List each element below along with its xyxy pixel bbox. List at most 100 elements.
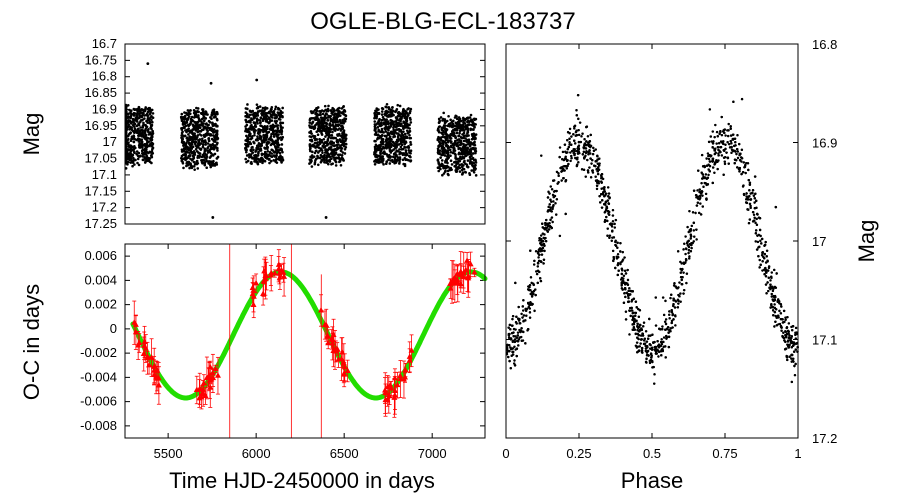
light-curve-point	[387, 128, 390, 132]
light-curve-point	[391, 120, 394, 123]
light-curve-point	[453, 127, 457, 131]
light-curve-point	[248, 155, 251, 159]
light-curve-point	[270, 142, 274, 146]
light-curve-point	[180, 159, 184, 163]
light-curve-point	[196, 167, 200, 170]
light-curve-point	[392, 152, 396, 156]
light-curve-point	[193, 162, 197, 166]
light-curve-point	[310, 165, 314, 168]
light-curve-point	[180, 119, 184, 123]
light-curve-point	[401, 153, 405, 157]
light-curve-point	[392, 144, 396, 148]
light-curve-point	[409, 140, 412, 144]
light-curve-point	[462, 160, 466, 164]
light-curve-point	[409, 118, 412, 121]
light-curve-point	[312, 155, 316, 158]
light-curve-point	[314, 157, 318, 161]
light-curve-point	[133, 108, 137, 112]
light-curve-point	[250, 134, 254, 138]
light-curve-point	[203, 147, 207, 151]
light-curve-point	[265, 117, 269, 121]
light-curve-point	[390, 131, 393, 135]
light-curve-point	[131, 153, 135, 157]
light-curve-point	[332, 149, 336, 153]
light-curve-point	[444, 144, 448, 147]
light-curve-point	[250, 162, 253, 165]
light-curve-point	[144, 124, 148, 128]
light-curve-point	[263, 155, 267, 158]
light-curve-point	[460, 165, 464, 169]
light-curve-point	[333, 109, 336, 112]
light-curve-point	[326, 119, 329, 122]
light-curve-point	[198, 142, 202, 145]
light-curve-point	[374, 153, 378, 156]
light-curve-point	[450, 124, 454, 127]
light-curve-point	[381, 118, 384, 122]
light-curve-point	[342, 144, 346, 148]
light-curve-point	[315, 149, 318, 153]
light-curve-point	[205, 166, 208, 170]
light-curve-point	[442, 124, 446, 127]
light-curve-point	[462, 134, 466, 138]
light-curve-point	[259, 121, 262, 124]
light-curve-point	[186, 151, 190, 154]
light-curve-point	[127, 116, 130, 119]
light-curve-point	[331, 130, 334, 134]
light-curve-point	[268, 157, 271, 161]
light-curve-point	[203, 135, 206, 138]
light-curve-point	[215, 117, 219, 121]
light-curve-point	[441, 142, 445, 146]
light-curve-point	[404, 111, 408, 115]
light-curve-point	[408, 151, 411, 154]
light-curve-point	[328, 146, 331, 149]
light-curve-point	[322, 128, 325, 132]
light-curve-point	[474, 167, 477, 170]
light-curve-point	[388, 162, 392, 165]
light-curve-point	[191, 158, 194, 161]
light-curve-point	[279, 125, 283, 129]
light-curve-point	[342, 113, 346, 116]
light-curve-point	[190, 115, 194, 119]
light-curve-point	[391, 158, 394, 162]
light-curve-point	[253, 111, 256, 115]
light-curve-point	[142, 158, 145, 162]
light-curve-point	[320, 126, 323, 130]
light-curve-point	[150, 118, 153, 122]
light-curve-point	[142, 123, 145, 126]
light-curve-point	[180, 150, 184, 153]
light-curve-point	[209, 144, 213, 148]
light-curve-point	[150, 134, 154, 138]
light-curve-point	[329, 108, 333, 112]
light-curve-point	[274, 122, 278, 125]
light-curve-point	[246, 136, 249, 139]
light-curve-point	[182, 144, 186, 147]
light-curve-point	[341, 151, 345, 154]
light-curve-ytick-label: 16.75	[84, 52, 117, 67]
light-curve-point	[255, 120, 259, 123]
light-curve-point	[450, 145, 453, 149]
light-curve-point	[324, 112, 328, 115]
light-curve-point	[329, 124, 333, 127]
light-curve-point	[342, 158, 345, 162]
light-curve-point	[145, 112, 149, 115]
light-curve-point	[436, 159, 440, 162]
light-curve-point	[203, 163, 207, 167]
light-curve-point	[276, 135, 280, 139]
light-curve-point	[216, 149, 219, 152]
light-curve-ytick-label: 17.2	[92, 200, 117, 215]
light-curve-point	[409, 136, 413, 140]
light-curve-point	[392, 132, 396, 136]
light-curve-point	[201, 158, 205, 162]
light-curve-point	[338, 138, 342, 141]
light-curve-point	[216, 155, 220, 159]
light-curve-point	[376, 121, 380, 124]
light-curve-point	[132, 140, 136, 143]
light-curve-point	[450, 120, 454, 124]
light-curve-point	[472, 128, 475, 131]
light-curve-point	[458, 143, 462, 147]
light-curve-point	[125, 110, 128, 113]
light-curve-point	[388, 141, 391, 145]
light-curve-point	[319, 129, 323, 133]
light-curve-point	[376, 126, 380, 129]
light-curve-point	[321, 144, 325, 148]
